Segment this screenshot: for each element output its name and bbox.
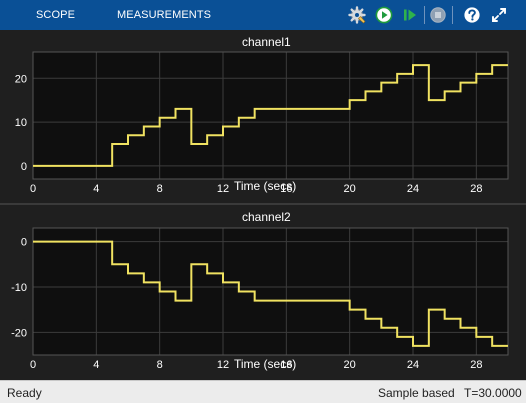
x-tick-label: 24 xyxy=(407,183,419,195)
axes-background xyxy=(33,228,508,355)
plot-title: channel2 xyxy=(242,210,291,224)
axes-background xyxy=(33,52,508,179)
y-tick-label: 0 xyxy=(21,237,27,249)
x-tick-label: 0 xyxy=(30,183,36,195)
x-tick-label: 4 xyxy=(93,183,99,195)
toolbar-separator xyxy=(424,6,425,24)
chart-channel2[interactable]: 0 4 8 12 16 20 24 28 0 -10 -20 xyxy=(0,226,526,376)
axes-border xyxy=(32,227,509,356)
y-tick-label: 20 xyxy=(15,73,27,85)
x-tick-label: 12 xyxy=(217,359,229,371)
toolbar-separator xyxy=(452,6,453,24)
help-button[interactable] xyxy=(460,3,484,27)
chart-channel1[interactable]: 0 4 8 12 16 20 24 28 0 10 20 xyxy=(0,50,526,200)
sample-mode-text: Sample based xyxy=(378,386,455,400)
x-axis-label: Time (secs) xyxy=(234,179,297,193)
x-tick-label: 28 xyxy=(470,359,482,371)
simulation-time-text: T=30.0000 xyxy=(464,386,522,400)
expand-arrows-icon xyxy=(492,8,506,22)
step-forward-button[interactable] xyxy=(398,3,422,27)
x-tick-label: 8 xyxy=(157,183,163,195)
signal-trace xyxy=(33,64,508,167)
plot-title: channel1 xyxy=(242,35,291,49)
y-tick-label: 10 xyxy=(15,117,27,129)
status-text: Ready xyxy=(7,386,42,400)
stop-icon xyxy=(430,7,446,23)
run-button[interactable] xyxy=(372,3,396,27)
y-tick-label: 0 xyxy=(21,161,27,173)
axes-border xyxy=(32,51,509,180)
tab-scope[interactable]: SCOPE xyxy=(36,9,76,21)
gear-icon xyxy=(348,6,366,24)
tab-measurements[interactable]: MEASUREMENTS xyxy=(117,9,212,21)
y-tick-label: -10 xyxy=(11,282,27,294)
x-tick-label: 16 xyxy=(280,183,292,195)
x-tick-label: 24 xyxy=(407,359,419,371)
status-bar: Ready Sample based T=30.0000 xyxy=(0,380,526,403)
x-tick-label: 0 xyxy=(30,359,36,371)
x-tick-label: 20 xyxy=(344,183,356,195)
expand-button[interactable] xyxy=(487,3,511,27)
x-tick-label: 20 xyxy=(344,359,356,371)
x-tick-label: 8 xyxy=(157,359,163,371)
settings-gear-button[interactable] xyxy=(345,3,369,27)
x-tick-label: 16 xyxy=(280,359,292,371)
toolbar-button-group xyxy=(336,2,526,28)
toolstrip: SCOPE MEASUREMENTS xyxy=(0,0,526,30)
x-tick-label: 12 xyxy=(217,183,229,195)
plot-area: channel1 0 4 8 12 16 20 24 28 0 10 20 Time (secs) … xyxy=(0,30,526,380)
x-axis-label: Time (secs) xyxy=(234,357,297,371)
y-tick-label: -20 xyxy=(11,327,27,339)
help-icon xyxy=(464,7,480,23)
plot-divider xyxy=(0,203,526,205)
x-tick-label: 28 xyxy=(470,183,482,195)
stop-button[interactable] xyxy=(426,3,450,27)
x-tick-label: 4 xyxy=(93,359,99,371)
signal-trace xyxy=(33,240,508,347)
step-forward-icon xyxy=(404,9,416,21)
play-icon xyxy=(375,6,393,24)
